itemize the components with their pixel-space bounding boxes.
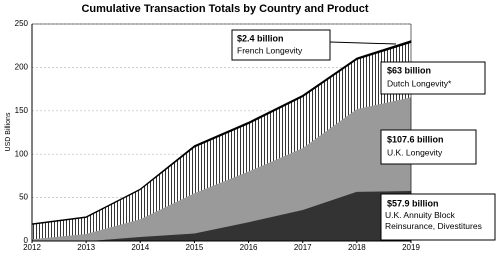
x-tick-label: 2013 bbox=[77, 243, 95, 252]
callout-name: Dutch Longevity* bbox=[387, 78, 452, 88]
area bbox=[32, 42, 411, 240]
x-tick-label: 2014 bbox=[131, 243, 149, 252]
callout-name: U.K. Longevity bbox=[387, 147, 443, 157]
leader-line bbox=[329, 41, 397, 45]
callout-value: $63 billion bbox=[387, 65, 431, 75]
callout-name-wrap: U.K. Annuity Block Reinsurance, Divestit… bbox=[385, 210, 482, 231]
x-tick-label: 2015 bbox=[186, 243, 204, 252]
y-tick-label: 250 bbox=[15, 19, 29, 28]
callout-box bbox=[380, 61, 486, 95]
y-tick-label: 100 bbox=[15, 149, 29, 158]
callout-box bbox=[231, 29, 331, 61]
chart-title: Cumulative Transaction Totals by Country… bbox=[81, 3, 368, 15]
x-tick-label: 2017 bbox=[294, 243, 312, 252]
y-axis-label: USD Billions bbox=[5, 112, 12, 151]
x-tick-label: 2018 bbox=[348, 243, 366, 252]
y-tick-label: 0 bbox=[24, 236, 29, 245]
callout-value: $107.6 billion bbox=[387, 134, 444, 144]
callout-box bbox=[380, 129, 477, 165]
y-tick-label: 150 bbox=[15, 106, 29, 115]
callout-value: $2.4 billion bbox=[237, 33, 284, 43]
y-tick-label: 50 bbox=[19, 193, 28, 202]
callout-name: French Longevity bbox=[237, 45, 303, 55]
callout-value: $57.9 billion bbox=[387, 198, 439, 208]
x-tick-label: 2012 bbox=[23, 243, 41, 252]
x-tick-label: 2016 bbox=[240, 243, 258, 252]
callouts: $2.4 billion French Longevity $63 billio… bbox=[231, 29, 496, 241]
y-tick-label: 200 bbox=[15, 63, 29, 72]
callout-box bbox=[380, 193, 496, 241]
callout-name: U.K. Annuity Block Reinsurance, Divestit… bbox=[385, 210, 482, 231]
plot-area: 0 50 100 150 200 250 2012 2013 2014 2015 2016 2017 2… bbox=[15, 19, 421, 252]
x-tick-label: 2019 bbox=[402, 243, 420, 252]
